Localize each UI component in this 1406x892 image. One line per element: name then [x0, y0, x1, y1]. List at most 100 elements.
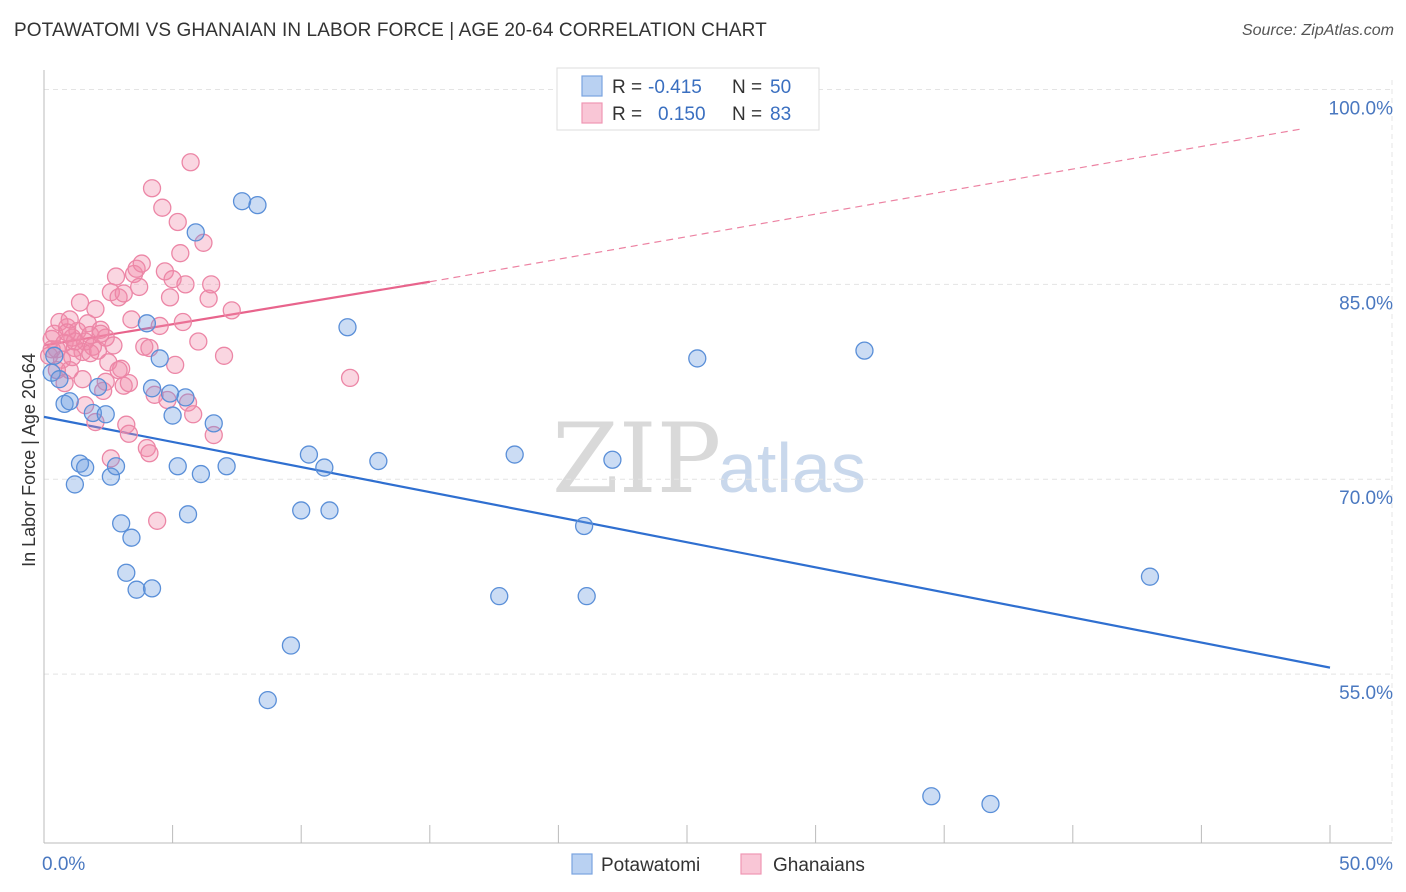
potawatomi-point-17: [142, 579, 162, 598]
grid-lines: [44, 80, 1393, 843]
potawatomi-point-39: [490, 587, 509, 606]
ghanaians-point-39: [140, 444, 159, 463]
ghanaians-point-55: [181, 153, 200, 172]
potawatomi-point-4: [65, 475, 85, 494]
potawatomi-point-40: [505, 445, 524, 464]
potawatomi-point-20: [160, 384, 180, 403]
ghanaians-point-59: [199, 289, 218, 308]
potawatomi-point-36: [320, 501, 339, 520]
ghanaians-point-50: [168, 212, 187, 232]
legend-r-value-2: 0.150: [658, 104, 706, 125]
potawatomi-point-15: [127, 580, 146, 599]
potawatomi-point-41: [574, 516, 594, 536]
ghanaians-point-12: [70, 293, 90, 312]
ghanaians-point-53: [176, 275, 195, 294]
ghanaians-trend-extension: [429, 127, 1305, 283]
ghanaians-point-26: [106, 267, 126, 286]
ghanaians-point-56: [184, 405, 203, 424]
potawatomi-point-47: [981, 794, 1000, 814]
ghanaians-point-35: [130, 277, 149, 297]
potawatomi-point-48: [1140, 567, 1160, 586]
x-tick-label-1: 50.0%: [1339, 854, 1393, 875]
ghanaians-point-31: [119, 424, 139, 443]
legend-n-value-1: 50: [770, 77, 791, 98]
watermark-zip: ZIP: [552, 403, 721, 515]
potawatomi-point-26: [191, 464, 211, 484]
potawatomi-point-35: [315, 458, 334, 477]
ghanaians-point-52: [173, 312, 193, 332]
y-axis-title: In Labor Force | Age 20-64: [19, 353, 39, 567]
legend-n-value-2: 83: [770, 104, 791, 125]
ghanaians-point-63: [222, 301, 241, 320]
legend-r-label-1: R =: [612, 77, 642, 98]
legend-bottom-swatch-ghanaians: [740, 853, 762, 875]
potawatomi-point-12: [112, 514, 131, 533]
chart-title: POTAWATOMI VS GHANAIAN IN LABOR FORCE | …: [14, 20, 767, 41]
y-tick-label-1: 70.0%: [1339, 488, 1393, 509]
legend-swatch-ghanaians: [581, 102, 603, 124]
ghanaians-point-40: [142, 179, 162, 198]
ghanaians-point-78: [91, 324, 110, 343]
potawatomi-point-27: [217, 457, 236, 476]
legend-bottom-swatch-potawatomi: [571, 853, 593, 875]
potawatomi-point-45: [855, 341, 874, 360]
potawatomi-points: [42, 192, 1160, 814]
ghanaians-point-36: [132, 254, 151, 273]
y-tick-label-3: 100.0%: [1329, 98, 1394, 119]
potawatomi-point-33: [292, 501, 311, 520]
potawatomi-point-21: [163, 406, 182, 425]
potawatomi-point-34: [299, 445, 319, 464]
y-tick-label-0: 55.0%: [1339, 683, 1393, 704]
series-legend: Potawatomi Ghanaians: [571, 853, 865, 876]
potawatomi-point-19: [150, 349, 169, 368]
ghanaians-point-49: [166, 355, 185, 375]
potawatomi-point-49: [45, 346, 64, 365]
correlation-legend: R = -0.415 N = 50 R = 0.150 N = 83: [556, 67, 820, 131]
source-label: Source: ZipAtlas.com: [1241, 22, 1394, 39]
potawatomi-point-1: [50, 370, 69, 389]
potawatomi-point-32: [281, 636, 301, 655]
ghanaians-point-72: [81, 344, 100, 363]
ghanaians-point-44: [153, 198, 172, 217]
potawatomi-point-16: [137, 314, 157, 333]
ghanaians-point-32: [122, 310, 141, 329]
ghanaians-point-47: [160, 288, 180, 307]
watermark-atlas: atlas: [718, 429, 866, 507]
axes: [43, 70, 1392, 844]
potawatomi-point-2: [55, 394, 74, 414]
potawatomi-point-38: [369, 451, 388, 471]
potawatomi-point-22: [168, 457, 187, 476]
potawatomi-point-10: [101, 467, 121, 486]
potawatomi-point-30: [248, 195, 267, 215]
ghanaians-point-82: [109, 360, 128, 380]
potawatomi-trend-line: [43, 415, 1331, 669]
ghanaians-point-34: [127, 259, 146, 278]
potawatomi-point-25: [186, 223, 205, 242]
potawatomi-point-29: [232, 192, 252, 211]
tick-labels: 55.0% 70.0% 85.0% 100.0% 0.0% 50.0%: [42, 98, 1393, 875]
legend-r-value-1: -0.415: [648, 77, 702, 98]
potawatomi-point-9: [96, 405, 115, 424]
legend-n-label-1: N =: [732, 77, 762, 98]
ghanaians-trend-line: [43, 280, 430, 347]
ghanaians-point-69: [114, 284, 133, 303]
potawatomi-point-23: [176, 388, 195, 407]
x-tick-label-0: 0.0%: [42, 854, 85, 875]
ghanaians-point-51: [171, 244, 190, 263]
ghanaians-point-57: [189, 332, 208, 351]
ghanaians-point-60: [202, 275, 221, 294]
ghanaians-point-64: [340, 368, 360, 388]
potawatomi-point-37: [338, 318, 357, 337]
potawatomi-point-18: [142, 379, 162, 398]
potawatomi-point-3: [60, 392, 79, 411]
legend-swatch-potawatomi: [581, 75, 603, 97]
potawatomi-point-31: [258, 690, 277, 710]
ghanaians-point-71: [57, 323, 77, 342]
ghanaians-point-18: [86, 299, 105, 319]
ghanaians-point-62: [214, 346, 234, 365]
potawatomi-point-46: [922, 787, 941, 806]
ghanaians-point-25: [104, 336, 123, 355]
legend-bottom-ghanaians: Ghanaians: [773, 855, 865, 876]
potawatomi-point-14: [122, 528, 141, 547]
